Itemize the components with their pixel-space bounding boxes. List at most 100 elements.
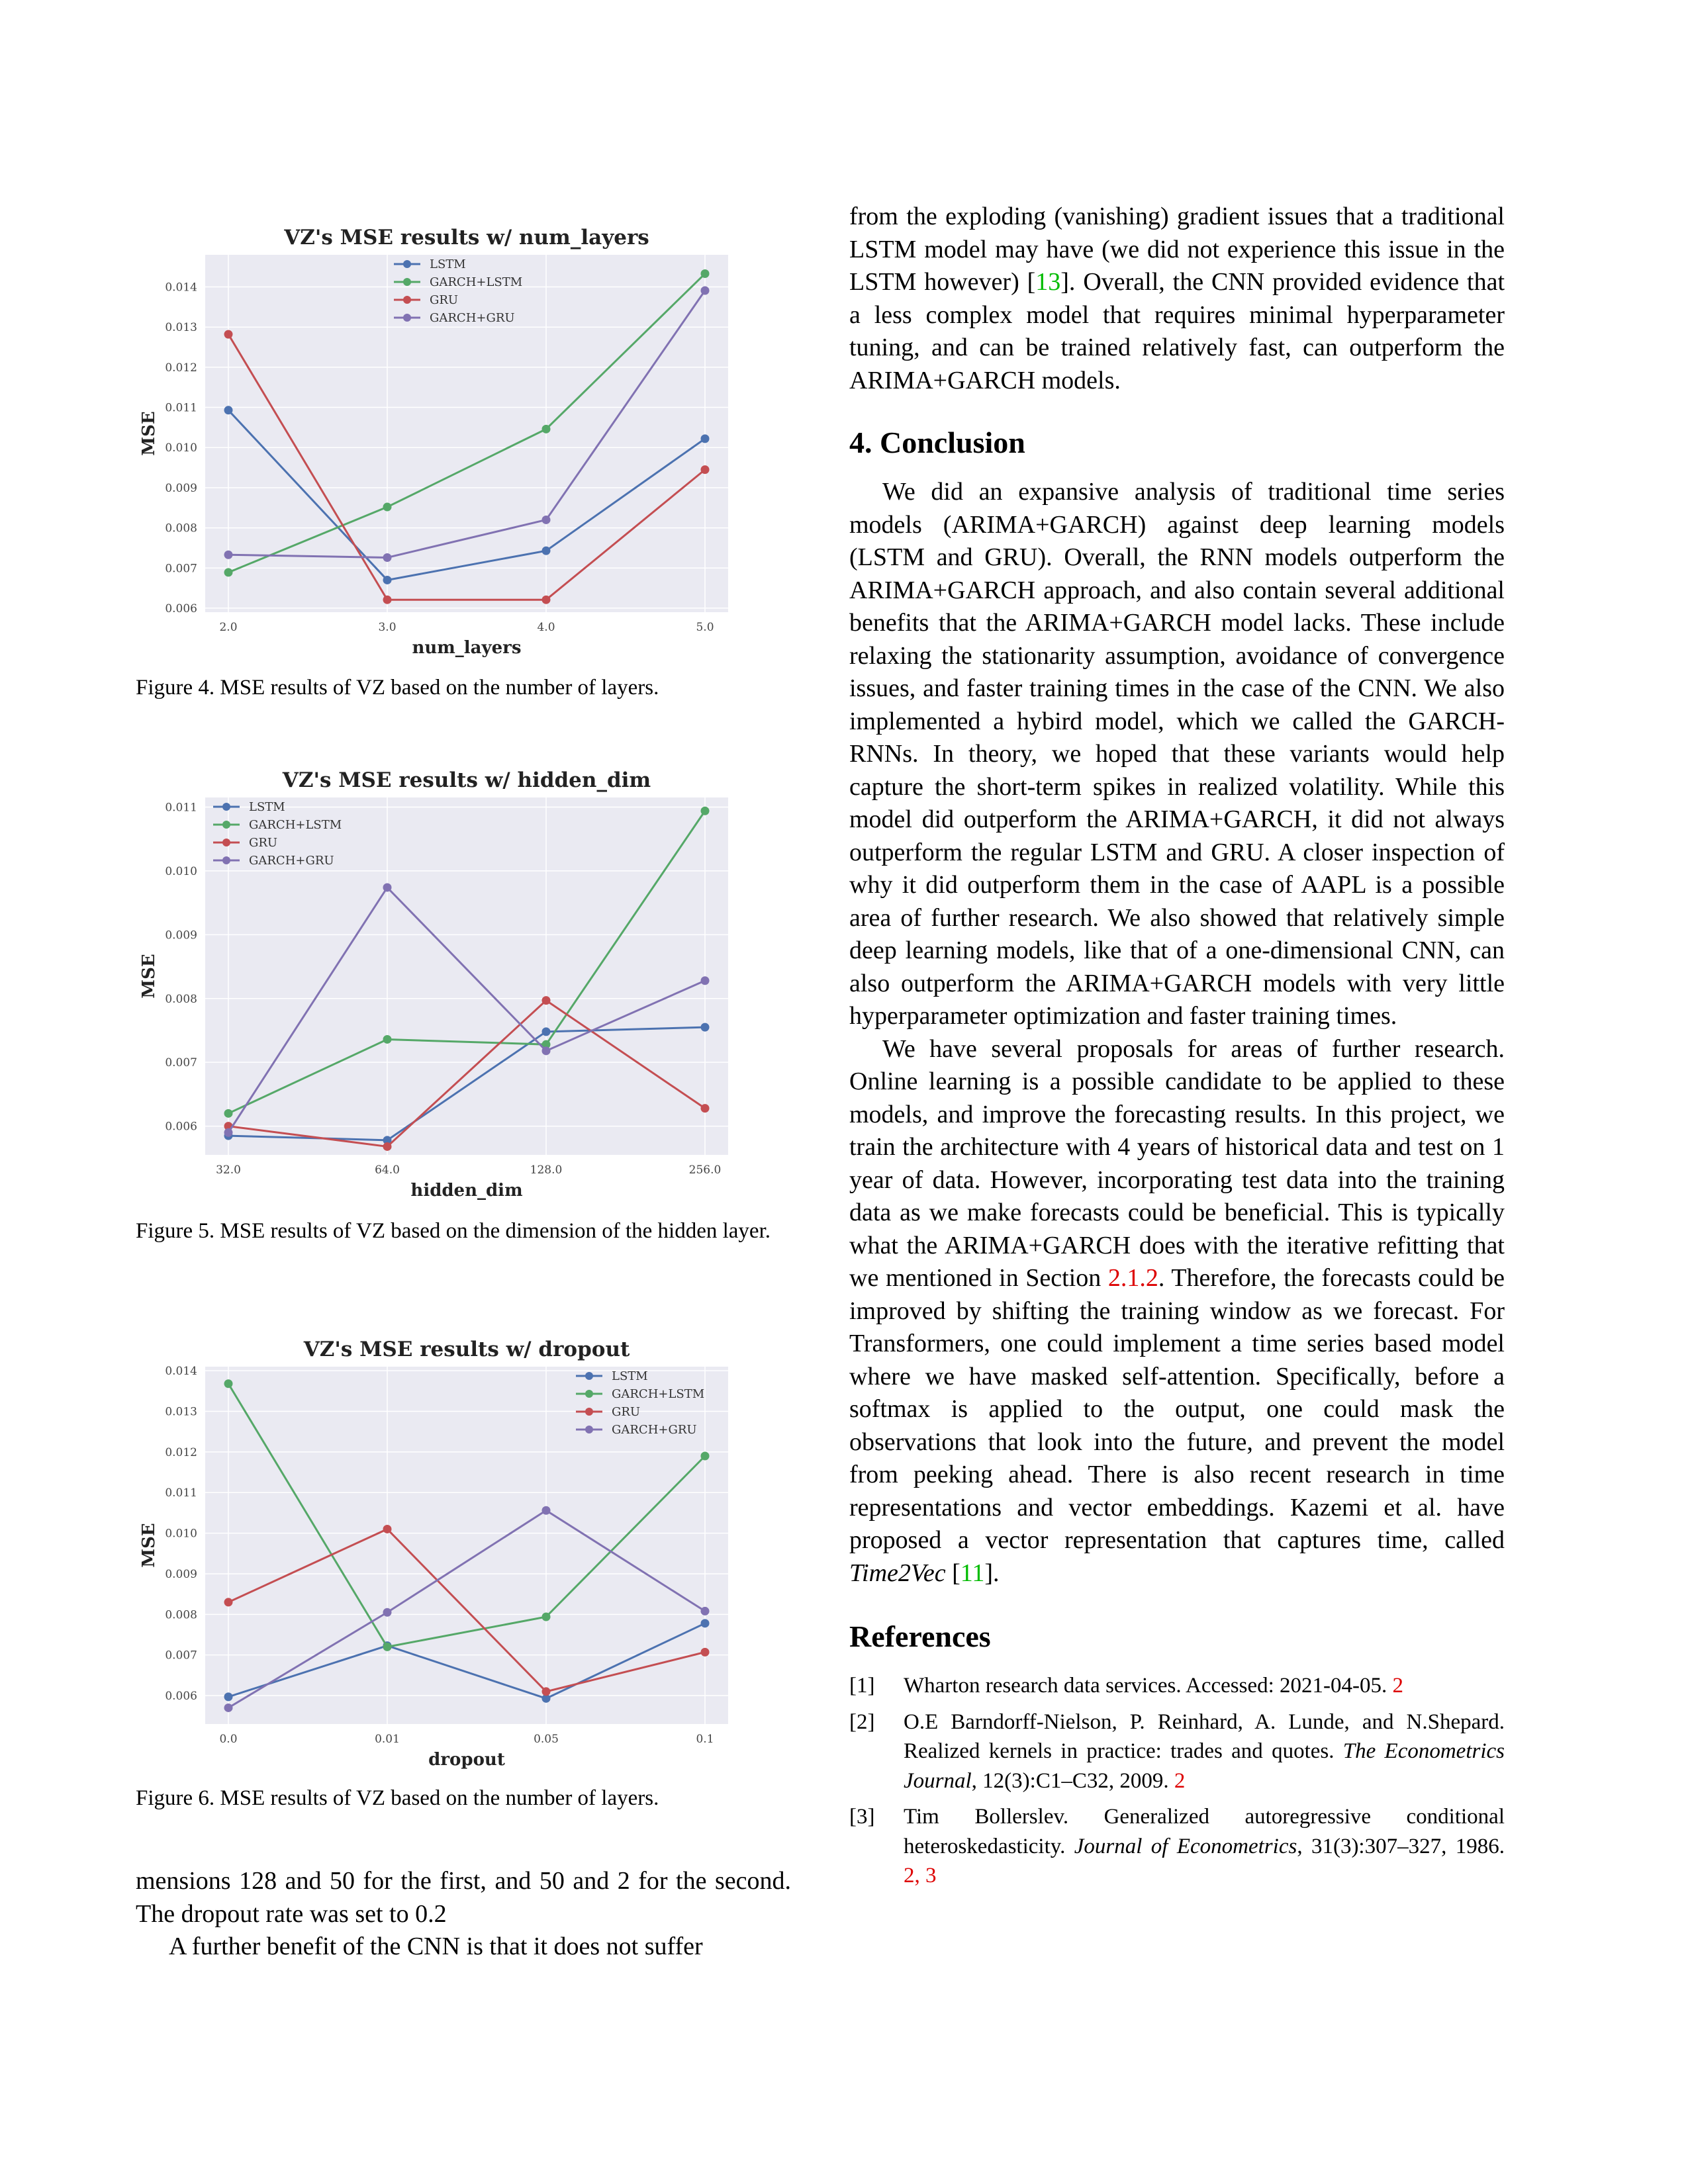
series-line <box>227 334 706 601</box>
y-tick-label: 0.006 <box>165 1120 197 1134</box>
y-axis-label: MSE <box>139 954 159 998</box>
left-body-text: mensions 128 and 50 for the first, and 5… <box>136 1865 791 1964</box>
plot-background <box>205 1367 728 1724</box>
legend-label: GARCH+GRU <box>612 1423 697 1437</box>
series-line <box>228 810 706 1115</box>
legend-swatch-marker <box>585 1408 593 1416</box>
series-line <box>228 1026 706 1142</box>
legend-swatch-marker <box>403 296 411 304</box>
y-axis-label: MSE <box>139 1523 159 1567</box>
y-tick-label: 0.008 <box>165 522 197 535</box>
legend-swatch-marker <box>585 1372 593 1380</box>
left-paragraph-2: A further benefit of the CNN is that it … <box>169 1933 703 1960</box>
data-point <box>224 1598 233 1607</box>
data-point <box>224 550 233 559</box>
y-tick-label: 0.008 <box>165 1608 197 1621</box>
data-point <box>541 1694 551 1703</box>
x-axis-label: dropout <box>428 1750 505 1770</box>
legend-label: GARCH+LSTM <box>430 275 522 289</box>
data-point <box>383 1136 392 1145</box>
y-tick-label: 0.010 <box>165 865 197 878</box>
data-point <box>383 595 392 604</box>
figure-5-chart: 0.006 0.007 0.008 0.009 0.010 0.011 32.0 64.0 12… <box>136 761 784 1205</box>
data-point <box>383 1142 392 1151</box>
x-axis-label: hidden_dim <box>410 1181 522 1201</box>
section-link[interactable]: 2.1.2 <box>1107 1264 1158 1292</box>
data-point <box>224 330 233 339</box>
data-point <box>541 996 551 1005</box>
backref-link[interactable]: 2, 3 <box>904 1864 937 1888</box>
data-point <box>224 1692 233 1702</box>
x-tick-label: 3.0 <box>378 621 396 634</box>
data-point <box>700 1104 710 1113</box>
y-tick-label: 0.010 <box>165 1527 197 1541</box>
legend-label: GARCH+LSTM <box>612 1387 704 1401</box>
left-paragraph-1: mensions 128 and 50 for the first, and 5… <box>136 1867 791 1928</box>
data-point <box>383 1524 392 1533</box>
data-point <box>541 1687 551 1696</box>
figure-6-chart: 0.006 0.007 0.008 0.009 0.010 0.011 0.012 0.013… <box>136 1330 784 1774</box>
series-line <box>228 999 706 1148</box>
data-point <box>224 406 233 415</box>
legend-swatch-marker <box>403 314 411 322</box>
conclusion-paragraph-1: We did an expansive analysis of traditio… <box>849 478 1505 1030</box>
data-point <box>541 546 551 555</box>
x-tick-label: 4.0 <box>537 621 555 634</box>
data-point <box>383 502 392 512</box>
y-tick-label: 0.007 <box>165 1649 197 1662</box>
figure-5-caption: Figure 5. MSE results of VZ based on the… <box>136 1219 771 1243</box>
y-tick-label: 0.014 <box>165 281 197 295</box>
data-point <box>700 976 710 985</box>
legend-swatch-marker <box>585 1390 593 1398</box>
data-point <box>224 1379 233 1388</box>
references-heading: References <box>849 1619 991 1653</box>
data-point <box>700 1619 710 1628</box>
data-point <box>700 434 710 443</box>
data-point <box>541 1040 551 1049</box>
series-gru <box>224 330 710 604</box>
plot-background <box>205 797 728 1155</box>
chart-title: VZ's MSE results w/ num_layers <box>283 226 649 250</box>
series-line <box>228 1509 706 1709</box>
backref-link[interactable]: 2 <box>1392 1674 1404 1698</box>
line-chart: 0.006 0.007 0.008 0.009 0.010 0.011 0.012 0.013… <box>139 226 728 658</box>
data-point <box>383 553 392 562</box>
x-tick-label: 32.0 <box>216 1163 241 1177</box>
series-garch-gru <box>224 883 710 1137</box>
backref-link[interactable]: 2 <box>1174 1768 1186 1793</box>
legend: LSTM GARCH+LSTM GRU GARCH+GRU <box>576 1369 704 1437</box>
y-tick-label: 0.013 <box>165 1406 197 1419</box>
data-point <box>541 1046 551 1056</box>
x-tick-label: 64.0 <box>375 1163 400 1177</box>
conclusion-paragraph-2: We have several proposals for areas of f… <box>849 1034 1505 1587</box>
y-tick-label: 0.008 <box>165 993 197 1006</box>
data-point <box>383 575 392 584</box>
series-line <box>228 290 706 559</box>
line-chart: 0.006 0.007 0.008 0.009 0.010 0.011 32.0 64.0 12… <box>139 768 728 1201</box>
series-line <box>227 1383 706 1649</box>
y-tick-label: 0.010 <box>165 441 197 455</box>
citation-link[interactable]: 13 <box>1035 268 1061 296</box>
data-point <box>700 465 710 475</box>
series-lstm <box>224 406 710 584</box>
citation-link[interactable]: 11 <box>960 1559 985 1587</box>
y-tick-label: 0.006 <box>165 1690 197 1703</box>
data-point <box>383 1642 392 1651</box>
right-body-text: from the exploding (vanishing) gradient … <box>849 201 1505 1897</box>
plot-background <box>205 255 728 612</box>
data-point <box>541 1506 551 1515</box>
legend-label: GRU <box>612 1405 640 1419</box>
legend-label: LSTM <box>249 800 285 814</box>
data-point <box>383 883 392 892</box>
legend-swatch-marker <box>222 803 230 811</box>
legend-swatch-marker <box>222 821 230 829</box>
legend-swatch-marker <box>585 1426 593 1433</box>
series-line <box>228 1622 706 1700</box>
legend-label: LSTM <box>430 257 466 271</box>
figure-4-caption: Figure 4. MSE results of VZ based on the… <box>136 676 659 700</box>
x-axis-label: num_layers <box>412 638 521 658</box>
legend: LSTM GARCH+LSTM GRU GARCH+GRU <box>213 800 342 868</box>
data-point <box>224 568 233 577</box>
y-axis-label: MSE <box>139 411 159 455</box>
y-tick-label: 0.012 <box>165 361 197 375</box>
